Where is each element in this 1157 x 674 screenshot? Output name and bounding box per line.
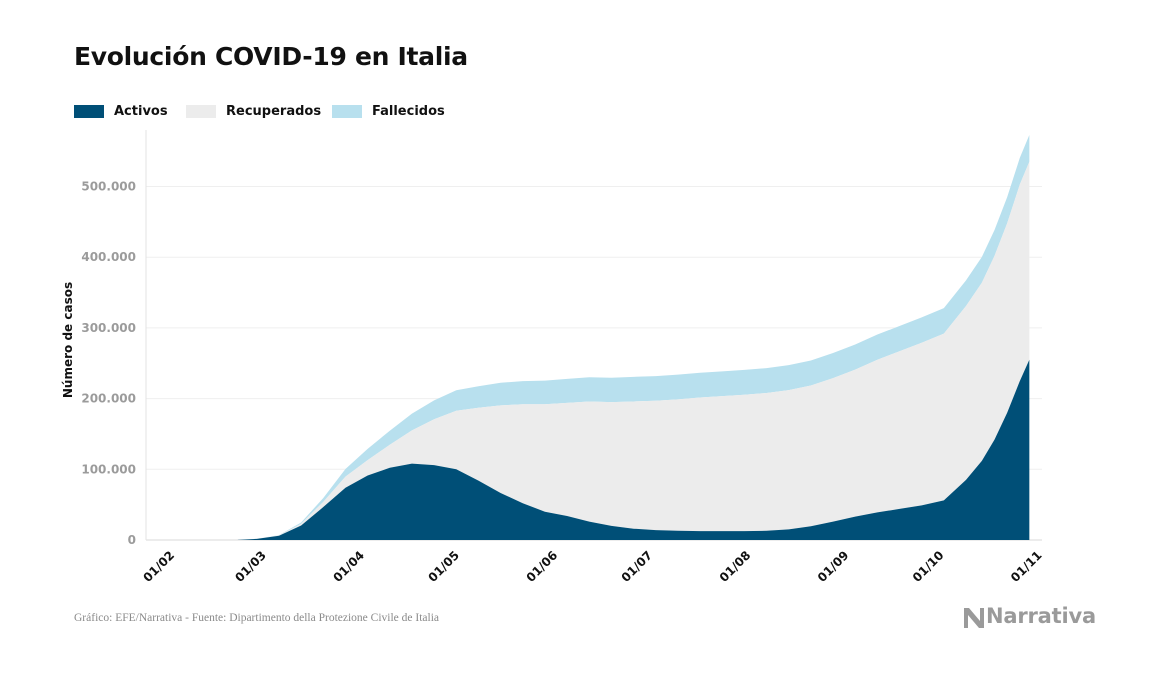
y-tick-label: 500.000 xyxy=(81,180,136,194)
narrativa-logo-icon xyxy=(964,608,984,628)
y-axis-label: Número de casos xyxy=(61,282,75,398)
stacked-areas xyxy=(237,134,1030,540)
source-caption: Gráfico: EFE/Narrativa - Fuente: Diparti… xyxy=(74,612,440,624)
chart-title: Evolución COVID-19 en Italia xyxy=(74,42,468,71)
y-tick-label: 0 xyxy=(128,533,136,547)
area-fallecidos xyxy=(237,134,1030,540)
chart-svg: 0 100.000 200.000 300.000 400.000 500.000 01/… xyxy=(61,130,1045,585)
area-recuperados xyxy=(237,161,1030,540)
y-tick-label: 300.000 xyxy=(81,321,136,335)
x-tick-label: 01/09 xyxy=(815,548,852,585)
x-tick-labels: 01/02 01/03 01/04 01/05 01/06 01/07 01/08 01/09… xyxy=(141,548,1045,585)
narrativa-logo-text: Narrativa xyxy=(986,604,1096,628)
area-activos xyxy=(237,359,1030,540)
x-tick-label: 01/08 xyxy=(717,548,754,585)
x-tick-label: 01/07 xyxy=(619,548,656,585)
legend-label-activos: Activos xyxy=(114,104,168,119)
x-tick-label: 01/10 xyxy=(910,548,947,585)
x-tick-label: 01/04 xyxy=(330,548,367,585)
y-tick-label: 400.000 xyxy=(81,250,136,264)
legend-label-fallecidos: Fallecidos xyxy=(372,104,445,119)
legend-label-recuperados: Recuperados xyxy=(226,104,322,119)
y-tick-labels: 0 100.000 200.000 300.000 400.000 500.000 xyxy=(81,180,136,547)
x-tick-label: 01/02 xyxy=(141,548,178,585)
x-tick-label: 01/11 xyxy=(1008,548,1045,585)
x-tick-label: 01/05 xyxy=(425,548,462,585)
x-tick-label: 01/03 xyxy=(232,548,269,585)
y-tick-label: 200.000 xyxy=(81,392,136,406)
y-tick-label: 100.000 xyxy=(81,462,136,476)
x-tick-label: 01/06 xyxy=(524,548,561,585)
legend-swatch-fallecidos xyxy=(332,105,362,118)
legend-swatch-activos xyxy=(74,105,104,118)
legend-swatch-recuperados xyxy=(186,105,216,118)
